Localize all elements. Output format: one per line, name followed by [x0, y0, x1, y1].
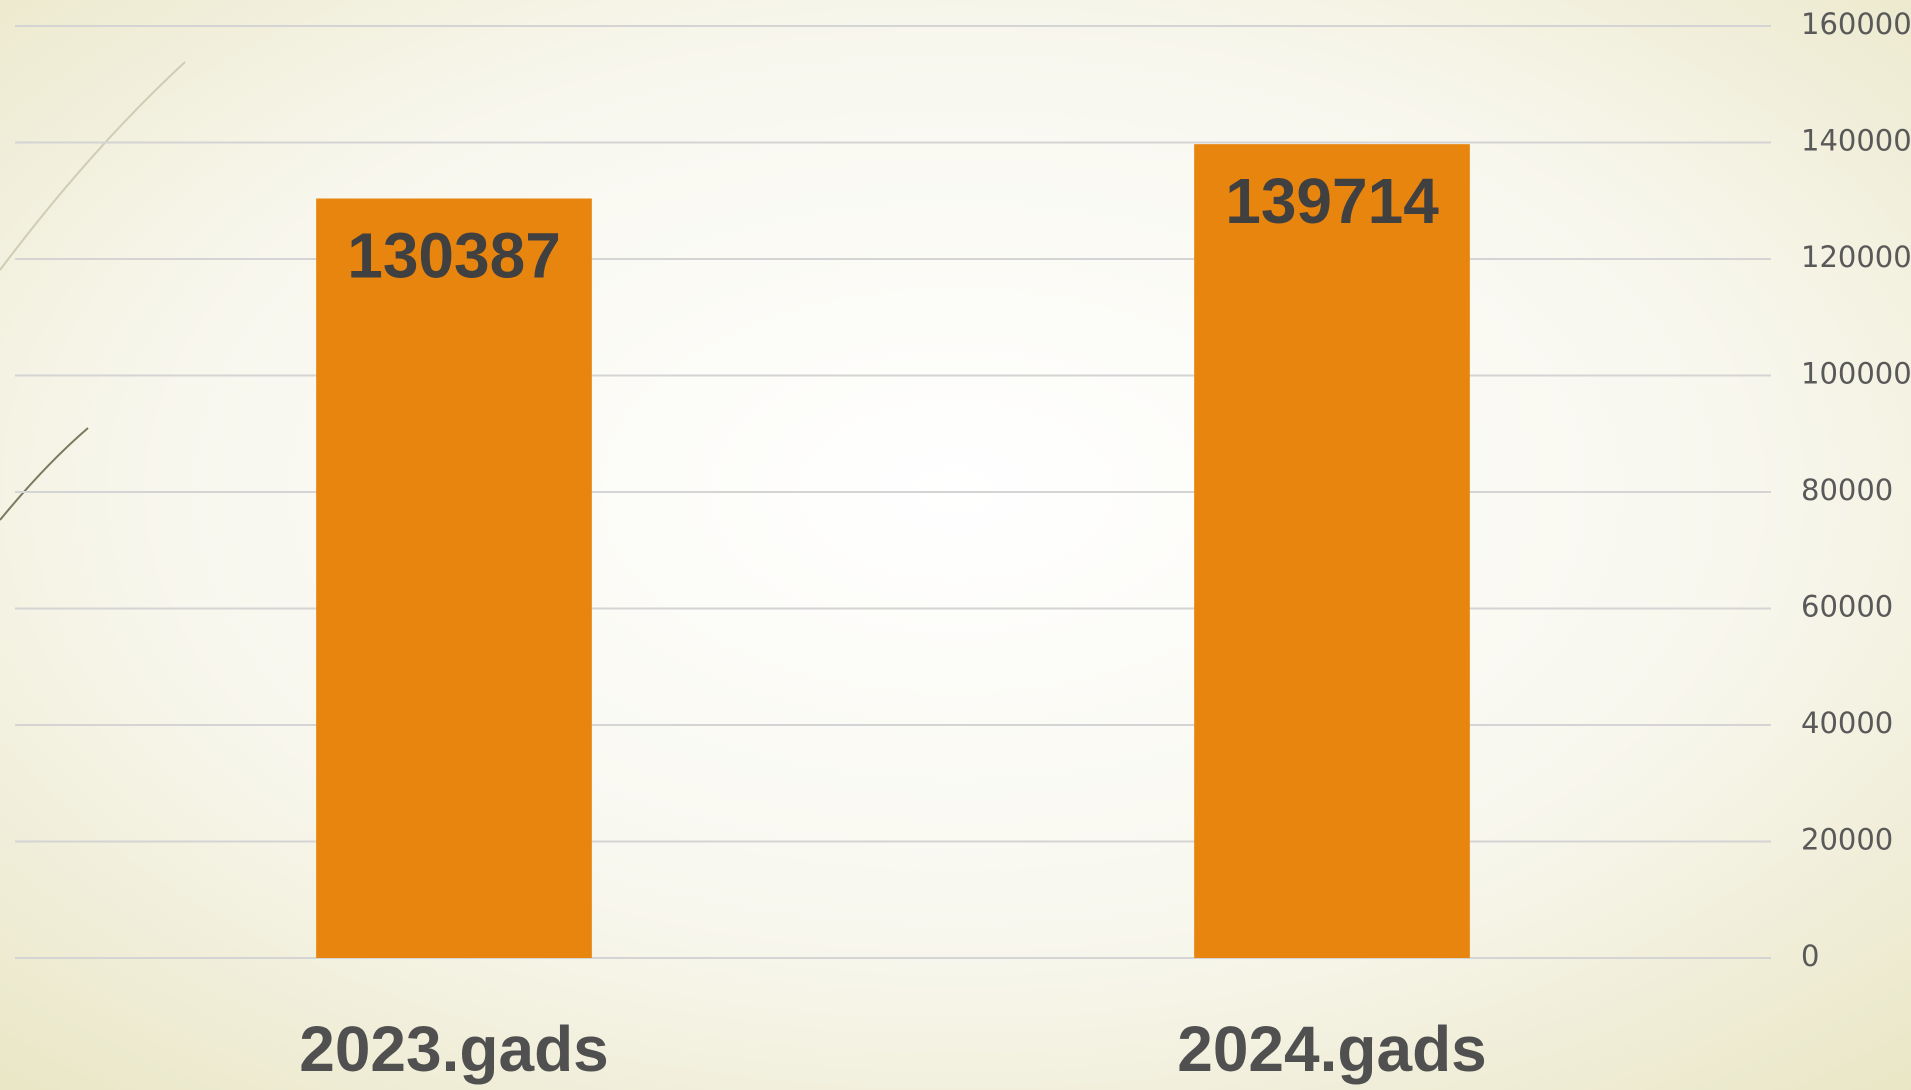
y-tick-label: 20000 — [1801, 823, 1893, 857]
bar — [1194, 144, 1470, 958]
y-tick-label: 160000 — [1801, 7, 1911, 41]
y-tick-label: 80000 — [1801, 473, 1893, 507]
decoration — [0, 427, 89, 521]
y-tick-label: 40000 — [1801, 706, 1893, 740]
decoration — [0, 61, 186, 271]
y-tick-label: 100000 — [1801, 357, 1911, 391]
y-tick-label: 60000 — [1801, 590, 1893, 624]
y-tick-label: 0 — [1801, 939, 1819, 973]
y-tick-label: 140000 — [1801, 124, 1911, 158]
data-label: 139714 — [1225, 165, 1439, 237]
bar — [316, 198, 592, 958]
x-tick-label: 2023.gads — [299, 1013, 609, 1085]
data-label: 130387 — [347, 219, 561, 291]
x-tick-label: 2024.gads — [1177, 1013, 1487, 1085]
y-tick-label: 120000 — [1801, 240, 1911, 274]
